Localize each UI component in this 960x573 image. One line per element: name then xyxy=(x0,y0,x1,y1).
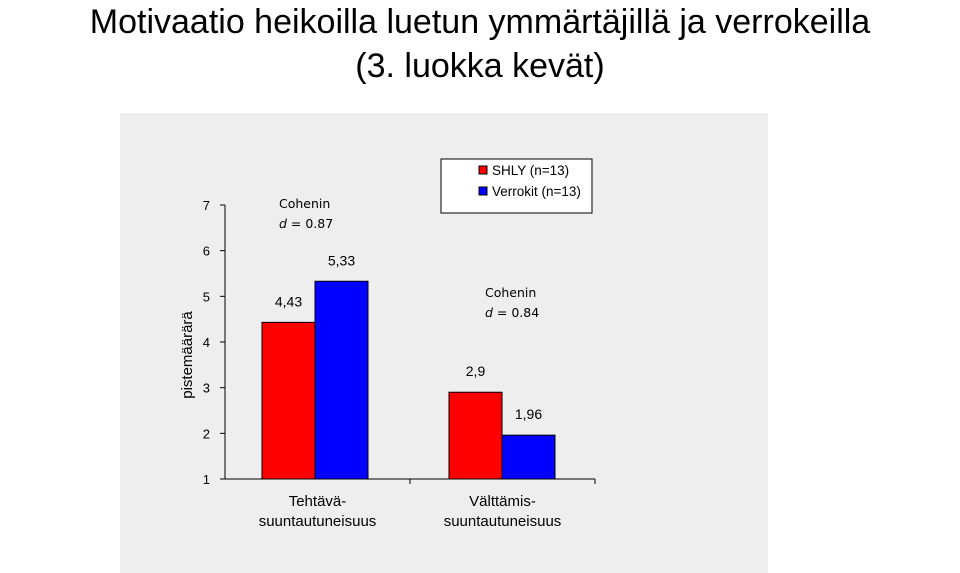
bar-shly-0 xyxy=(261,321,316,480)
legend-label: SHLY (n=13) xyxy=(492,163,569,178)
bar-verrokit-0 xyxy=(314,280,369,480)
cohen-annotation-value: d = 0.87 xyxy=(279,216,333,231)
slide-title-line-1: Motivaatio heikoilla luetun ymmärtäjillä… xyxy=(89,3,871,41)
data-label: 4,43 xyxy=(275,293,302,309)
x-category-label: Tehtävä- xyxy=(289,493,347,510)
y-tick-label: 6 xyxy=(203,244,210,259)
data-label: 1,96 xyxy=(515,406,542,422)
y-axis-title: pistemäärärä xyxy=(179,311,196,399)
x-category-label: Välttämis- xyxy=(469,493,536,510)
data-label: 2,9 xyxy=(466,363,486,379)
y-tick-label: 7 xyxy=(203,198,210,213)
data-label: 5,33 xyxy=(328,252,355,268)
slide-title-line-2: (3. luokka kevät) xyxy=(355,47,605,85)
legend-box xyxy=(440,158,593,214)
x-category-label: suuntautuneisuus xyxy=(259,513,377,530)
y-tick-label: 2 xyxy=(203,426,210,441)
bar-shly-1 xyxy=(448,391,503,480)
slide-title: Motivaatio heikoilla luetun ymmärtäjillä… xyxy=(0,0,960,88)
cohen-annotation-value: d = 0.84 xyxy=(485,305,539,320)
cohen-annotation-label: Cohenin xyxy=(485,285,536,300)
legend-label: Verrokit (n=13) xyxy=(492,184,581,199)
legend-swatch xyxy=(478,165,488,175)
bar-verrokit-1 xyxy=(501,434,556,480)
y-tick-label: 4 xyxy=(203,335,210,350)
legend-swatch xyxy=(478,186,488,196)
x-category-label: suuntautuneisuus xyxy=(444,513,562,530)
y-tick-label: 3 xyxy=(203,381,210,396)
y-tick-label: 5 xyxy=(203,289,210,304)
cohen-annotation-label: Cohenin xyxy=(279,196,330,211)
y-tick-label: 1 xyxy=(203,472,210,487)
